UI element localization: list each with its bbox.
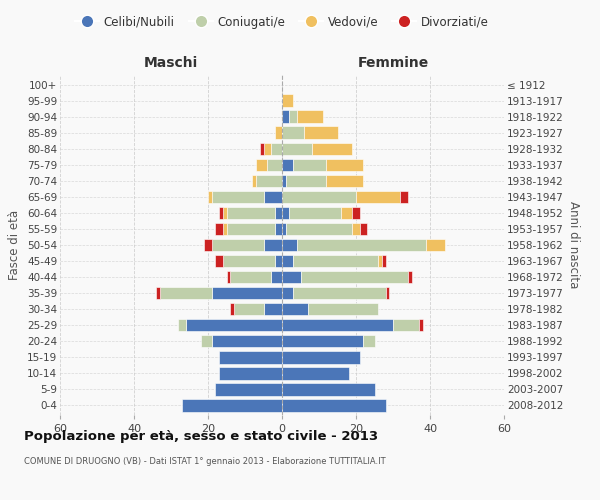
Bar [282,206,289,219]
Bar [253,174,256,187]
Bar [352,206,360,219]
Bar [311,142,352,155]
Bar [212,287,282,300]
Bar [282,142,311,155]
Bar [275,126,282,139]
Bar [282,335,364,347]
Bar [223,255,275,268]
Bar [289,206,341,219]
Bar [356,190,400,203]
Bar [419,319,422,332]
Bar [282,271,301,283]
Bar [408,271,412,283]
Bar [282,222,286,235]
Bar [282,351,360,364]
Bar [223,206,227,219]
Bar [256,174,282,187]
Y-axis label: Anni di nascita: Anni di nascita [567,202,580,288]
Bar [275,255,282,268]
Bar [230,303,234,316]
Text: Femmine: Femmine [358,56,428,70]
Bar [275,222,282,235]
Bar [275,206,282,219]
Bar [293,287,386,300]
Bar [230,271,271,283]
Bar [215,383,282,396]
Bar [382,255,386,268]
Bar [308,303,378,316]
Bar [304,126,337,139]
Bar [378,255,382,268]
Bar [200,335,212,347]
Bar [227,206,275,219]
Legend: Celibi/Nubili, Coniugati/e, Vedovi/e, Divorziati/e: Celibi/Nubili, Coniugati/e, Vedovi/e, Di… [71,11,493,34]
Bar [364,335,374,347]
Bar [326,174,364,187]
Bar [204,238,212,252]
Bar [341,206,352,219]
Bar [178,319,186,332]
Text: COMUNE DI DRUOGNO (VB) - Dati ISTAT 1° gennaio 2013 - Elaborazione TUTTITALIA.IT: COMUNE DI DRUOGNO (VB) - Dati ISTAT 1° g… [24,458,386,466]
Bar [282,174,286,187]
Bar [282,158,293,171]
Bar [282,110,289,123]
Bar [160,287,212,300]
Bar [208,190,212,203]
Bar [219,367,282,380]
Bar [426,238,445,252]
Bar [212,190,263,203]
Bar [293,158,326,171]
Bar [360,222,367,235]
Bar [282,94,293,107]
Bar [215,255,223,268]
Bar [263,303,282,316]
Text: Maschi: Maschi [144,56,198,70]
Bar [297,110,323,123]
Y-axis label: Fasce di età: Fasce di età [8,210,22,280]
Bar [326,158,364,171]
Bar [282,126,304,139]
Bar [282,190,356,203]
Bar [301,271,408,283]
Bar [156,287,160,300]
Bar [297,238,427,252]
Bar [256,158,267,171]
Bar [186,319,282,332]
Bar [219,351,282,364]
Bar [263,190,282,203]
Bar [271,271,282,283]
Bar [282,287,293,300]
Bar [282,367,349,380]
Bar [282,319,393,332]
Bar [271,142,282,155]
Bar [215,222,223,235]
Bar [282,383,374,396]
Bar [282,238,297,252]
Bar [219,206,223,219]
Bar [263,238,282,252]
Bar [234,303,263,316]
Bar [182,399,282,411]
Bar [393,319,419,332]
Bar [282,399,386,411]
Bar [282,255,293,268]
Bar [286,222,352,235]
Bar [289,110,297,123]
Bar [293,255,378,268]
Bar [386,287,389,300]
Bar [400,190,408,203]
Bar [260,142,263,155]
Bar [282,303,308,316]
Bar [286,174,326,187]
Text: Popolazione per età, sesso e stato civile - 2013: Popolazione per età, sesso e stato civil… [24,430,378,443]
Bar [212,335,282,347]
Bar [263,142,271,155]
Bar [212,238,263,252]
Bar [227,222,275,235]
Bar [267,158,282,171]
Bar [352,222,360,235]
Bar [223,222,227,235]
Bar [227,271,230,283]
